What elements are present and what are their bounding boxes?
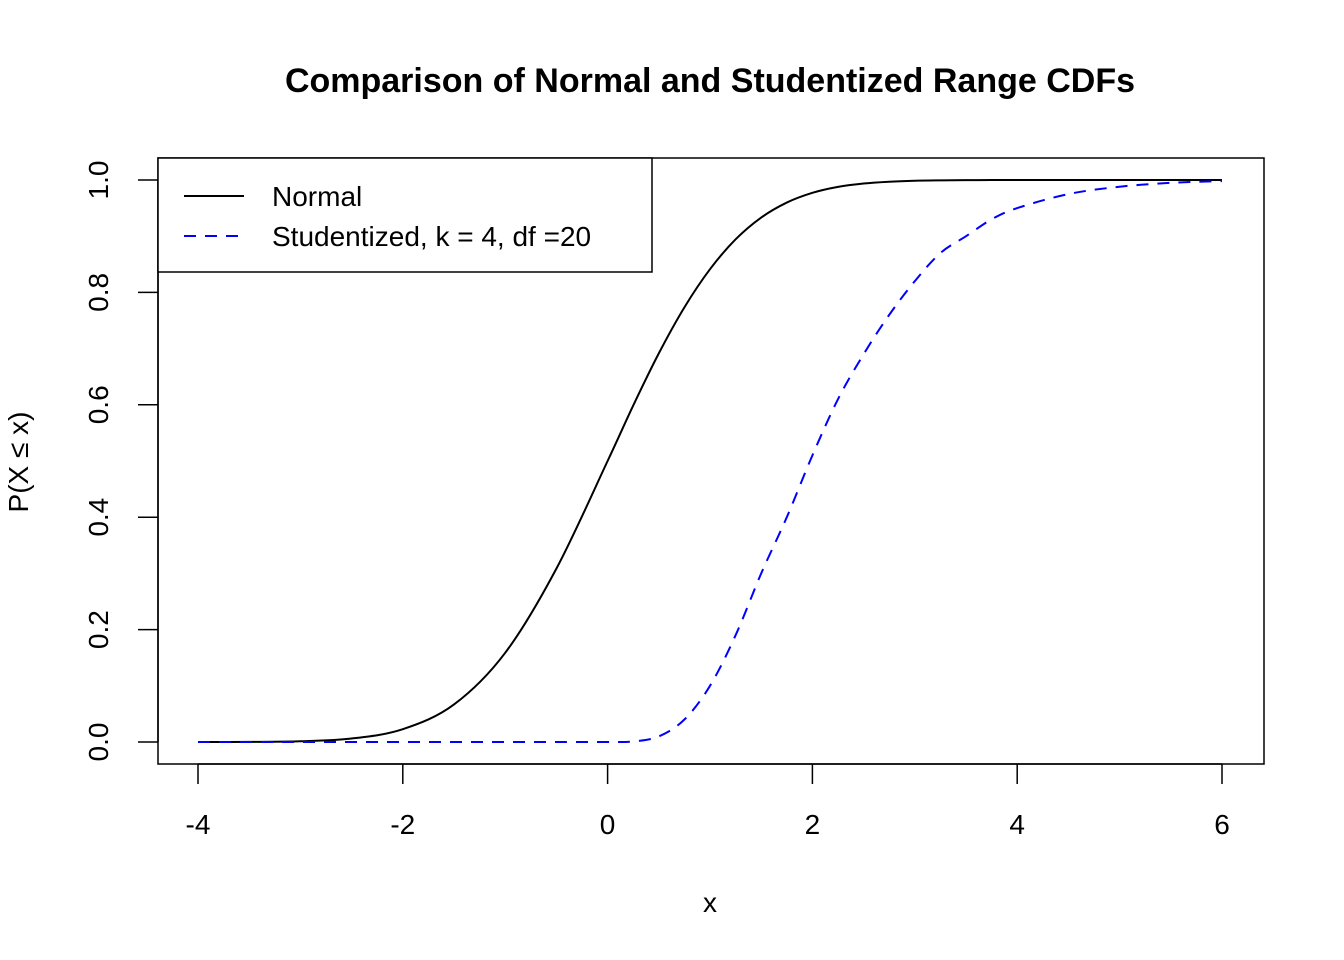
series-studentized-line: [197, 180, 1223, 744]
series-layer: [197, 178, 1223, 744]
y-tick-label: 0.6: [83, 385, 114, 424]
y-axis-label: P(X ≤ x): [3, 412, 34, 513]
series-normal-line: [197, 178, 1222, 743]
y-tick-label: 0.2: [83, 610, 114, 649]
legend-label-studentized: Studentized, k = 4, df =20: [272, 221, 591, 252]
y-tick-label: 0.4: [83, 498, 114, 537]
y-tick-label: 0.0: [83, 723, 114, 762]
legend-label-normal: Normal: [272, 181, 362, 212]
x-tick-label: 0: [600, 809, 616, 840]
x-tick-label: 6: [1214, 809, 1230, 840]
x-tick-label: 4: [1009, 809, 1025, 840]
x-tick-label: -2: [390, 809, 415, 840]
x-axis: -4 -2 0 2 4 6: [186, 763, 1230, 840]
x-axis-label: x: [703, 887, 717, 918]
legend: Normal Studentized, k = 4, df =20: [157, 157, 653, 273]
y-axis: 0.0 0.2 0.4 0.6 0.8 1.0: [83, 161, 159, 762]
y-tick-label: 0.8: [83, 273, 114, 312]
chart-title: Comparison of Normal and Studentized Ran…: [285, 62, 1135, 100]
y-tick-label: 1.0: [83, 161, 114, 200]
x-tick-label: -4: [186, 809, 211, 840]
x-tick-label: 2: [805, 809, 821, 840]
legend-box: [157, 157, 653, 273]
